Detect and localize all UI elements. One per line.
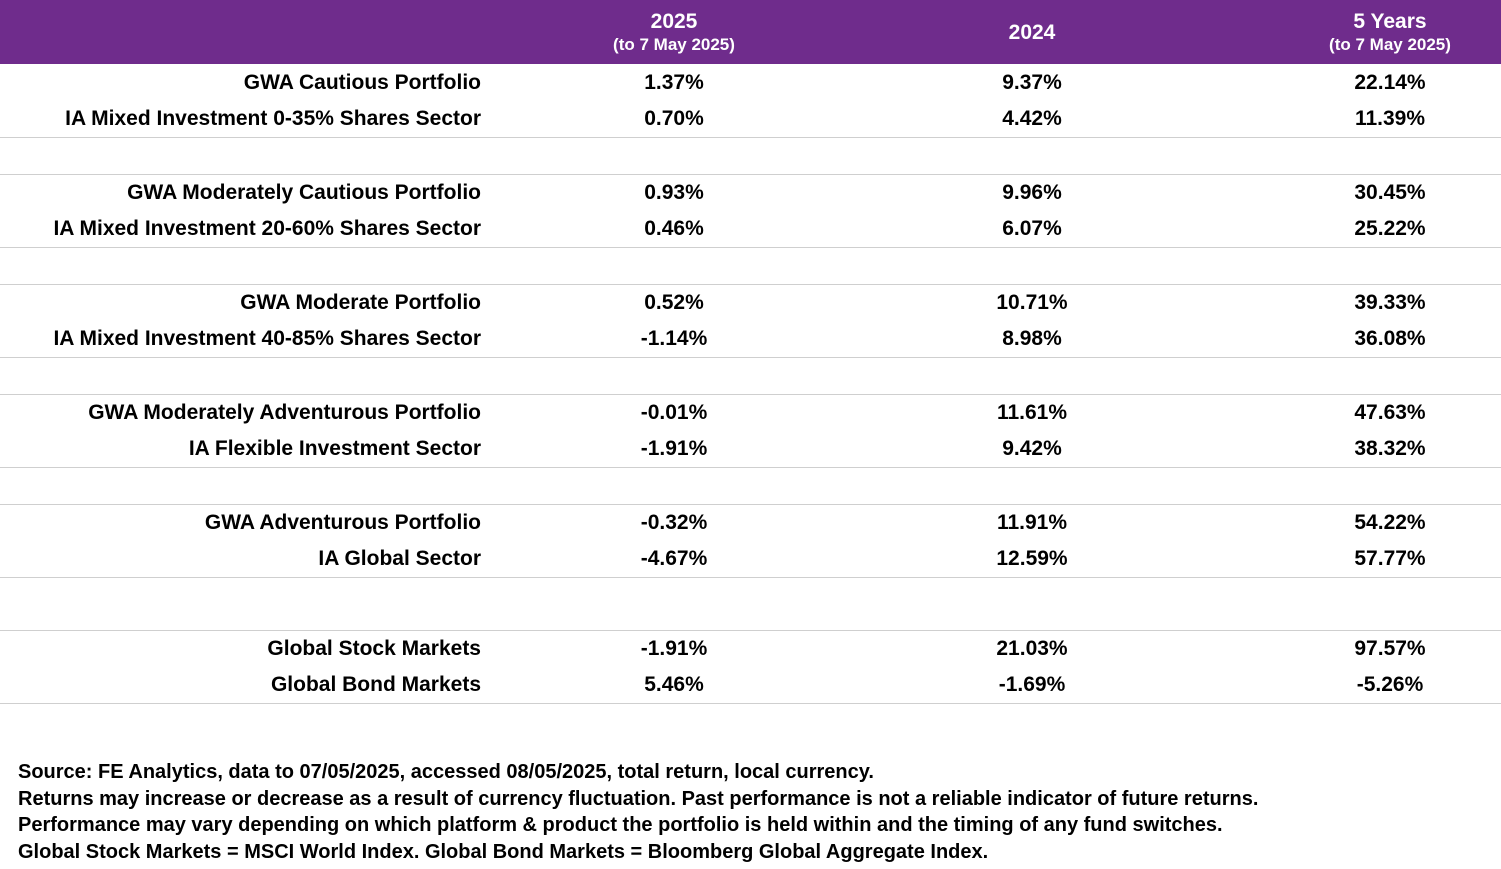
cell-2025: -4.67% — [640, 547, 708, 570]
cell-5-years: 47.63% — [1354, 401, 1426, 424]
row-divider — [0, 174, 1501, 175]
cell-2025: 0.93% — [644, 181, 704, 204]
row-divider — [0, 577, 1501, 578]
cell-2025: -0.01% — [640, 401, 708, 424]
cell-2024: 8.98% — [1002, 327, 1062, 350]
row-label: Global Stock Markets — [267, 637, 481, 660]
row-label: GWA Adventurous Portfolio — [204, 511, 481, 534]
cell-2024: 10.71% — [996, 291, 1068, 314]
row-divider — [0, 284, 1501, 285]
cell-2024: 9.96% — [1002, 181, 1062, 204]
footnote-index-definitions: Global Stock Markets = MSCI World Index.… — [18, 840, 989, 863]
cell-5-years: 11.39% — [1354, 107, 1426, 130]
column-header-2024-title: 2024 — [1008, 20, 1056, 44]
table-row: GWA Adventurous Portfolio -0.32% 11.91% … — [0, 505, 1501, 541]
footnote-platform-disclaimer: Performance may vary depending on which … — [18, 814, 1223, 836]
cell-5-years: 54.22% — [1354, 511, 1426, 534]
row-divider — [0, 137, 1501, 138]
cell-2024: 12.59% — [996, 547, 1068, 570]
row-label: GWA Moderately Adventurous Portfolio — [88, 401, 481, 424]
cell-2025: 0.70% — [644, 107, 704, 130]
column-header-2025-subtitle: (to 7 May 2025) — [613, 34, 735, 54]
cell-2025: -1.14% — [640, 327, 708, 350]
footnote-source: Source: FE Analytics, data to 07/05/2025… — [18, 761, 874, 783]
footnote-currency-disclaimer: Returns may increase or decrease as a re… — [18, 787, 1259, 810]
cell-2024: 21.03% — [996, 637, 1068, 660]
table-row: GWA Cautious Portfolio 1.37% 9.37% 22.14… — [0, 65, 1501, 101]
column-header-5-years-title: 5 Years — [1353, 9, 1427, 33]
table-row: IA Global Sector -4.67% 12.59% 57.77% — [0, 541, 1501, 577]
table-row: Global Bond Markets 5.46% -1.69% -5.26% — [0, 667, 1501, 703]
row-label: IA Mixed Investment 20-60% Shares Sector — [53, 217, 481, 240]
cell-2025: 0.46% — [644, 217, 704, 240]
row-label: Global Bond Markets — [270, 673, 481, 696]
table-header: 2025 (to 7 May 2025) 2024 5 Years (to 7 … — [0, 0, 1501, 64]
row-label: GWA Moderately Cautious Portfolio — [127, 181, 481, 204]
cell-5-years: 39.33% — [1354, 291, 1426, 314]
column-header-2025: 2025 (to 7 May 2025) — [474, 0, 874, 64]
cell-2025: -1.91% — [640, 437, 708, 460]
table-row: IA Flexible Investment Sector -1.91% 9.4… — [0, 431, 1501, 467]
row-label: GWA Cautious Portfolio — [243, 71, 481, 94]
cell-2024: -1.69% — [998, 673, 1066, 696]
table-row: GWA Moderately Adventurous Portfolio -0.… — [0, 395, 1501, 431]
cell-2025: 5.46% — [644, 673, 704, 696]
row-label: IA Mixed Investment 40-85% Shares Sector — [53, 327, 481, 350]
cell-5-years: 22.14% — [1354, 71, 1426, 94]
column-header-2024: 2024 — [832, 0, 1232, 64]
cell-2025: -0.32% — [640, 511, 708, 534]
cell-5-years: -5.26% — [1356, 673, 1424, 696]
table-row: IA Mixed Investment 0-35% Shares Sector … — [0, 101, 1501, 137]
cell-2025: 0.52% — [644, 291, 704, 314]
column-header-5-years: 5 Years (to 7 May 2025) — [1190, 0, 1501, 64]
row-label: IA Mixed Investment 0-35% Shares Sector — [65, 107, 481, 130]
column-header-5-years-subtitle: (to 7 May 2025) — [1329, 34, 1451, 54]
row-divider — [0, 357, 1501, 358]
cell-5-years: 38.32% — [1354, 437, 1426, 460]
row-divider — [0, 703, 1501, 704]
row-label: IA Flexible Investment Sector — [188, 437, 481, 460]
cell-2024: 11.91% — [996, 511, 1068, 534]
column-header-2025-title: 2025 — [650, 9, 698, 33]
row-divider — [0, 467, 1501, 468]
footnotes: Source: FE Analytics, data to 07/05/2025… — [18, 759, 1478, 865]
cell-2024: 6.07% — [1002, 217, 1062, 240]
table-row: IA Mixed Investment 40-85% Shares Sector… — [0, 321, 1501, 357]
cell-2025: 1.37% — [644, 71, 704, 94]
row-label: GWA Moderate Portfolio — [240, 291, 481, 314]
table-row: Global Stock Markets -1.91% 21.03% 97.57… — [0, 631, 1501, 667]
cell-2025: -1.91% — [640, 637, 708, 660]
row-divider — [0, 630, 1501, 631]
cell-5-years: 97.57% — [1354, 637, 1426, 660]
cell-2024: 4.42% — [1002, 107, 1062, 130]
table-row: IA Mixed Investment 20-60% Shares Sector… — [0, 211, 1501, 247]
row-label: IA Global Sector — [318, 547, 481, 570]
cell-5-years: 36.08% — [1354, 327, 1426, 350]
row-divider — [0, 504, 1501, 505]
cell-5-years: 30.45% — [1354, 181, 1426, 204]
cell-5-years: 57.77% — [1354, 547, 1426, 570]
cell-2024: 9.37% — [1002, 71, 1062, 94]
row-divider — [0, 247, 1501, 248]
cell-2024: 11.61% — [996, 401, 1068, 424]
cell-2024: 9.42% — [1002, 437, 1062, 460]
cell-5-years: 25.22% — [1354, 217, 1426, 240]
table-row: GWA Moderate Portfolio 0.52% 10.71% 39.3… — [0, 285, 1501, 321]
table-row: GWA Moderately Cautious Portfolio 0.93% … — [0, 175, 1501, 211]
row-divider — [0, 394, 1501, 395]
